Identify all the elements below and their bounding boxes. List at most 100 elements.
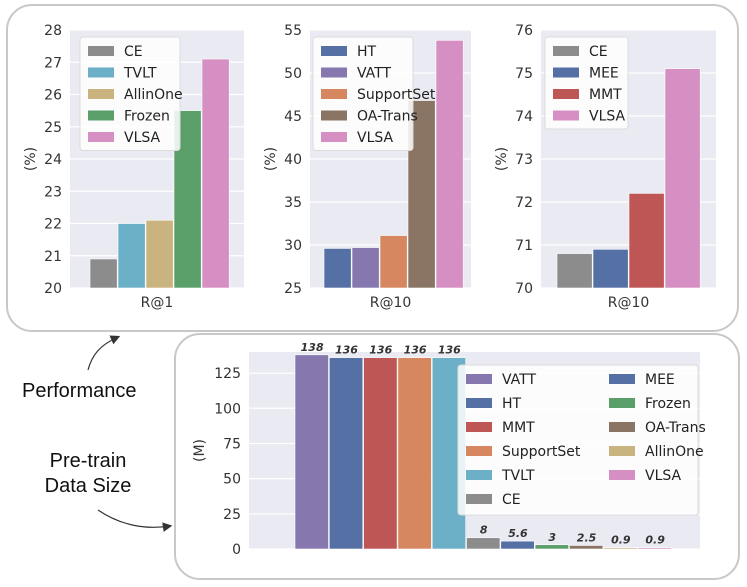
data-label: 3 xyxy=(548,531,556,544)
legend-swatch xyxy=(609,374,635,384)
legend-entry: CE xyxy=(124,44,143,60)
legend-swatch xyxy=(321,89,347,99)
bar-mee xyxy=(500,540,535,550)
legend-swatch xyxy=(88,89,114,99)
y-tick-label: 22 xyxy=(44,217,62,233)
data-label: 8 xyxy=(480,524,488,537)
bar-mee xyxy=(592,249,629,289)
data-label: 138 xyxy=(301,341,324,354)
chart-r10b: 70 71 72 73 74 75 76 (%) R@10 CE MEE MMT VLSA xyxy=(494,23,716,311)
data-label: 136 xyxy=(438,344,461,357)
legend-entry: SupportSet xyxy=(502,444,581,460)
y-tick-label: 23 xyxy=(44,184,62,200)
y-tick-label: 73 xyxy=(515,152,533,168)
y-tick-label: 28 xyxy=(44,23,62,39)
y-tick-label: 76 xyxy=(515,23,533,39)
legend-swatch xyxy=(466,470,492,480)
x-axis-label: R@10 xyxy=(370,295,412,311)
y-axis-label: (M) xyxy=(192,439,208,462)
y-axis-label: (%) xyxy=(263,147,279,171)
y-tick-label: 75 xyxy=(515,66,533,82)
bar-vlsa xyxy=(664,68,701,289)
pretrain-label-line1: Pre-train xyxy=(49,450,127,472)
bar-supportset xyxy=(397,357,432,550)
chart-datasize: 0 25 50 75 100 125 (M) 138 136 136 136 136 8 5.6 3 2.5 0… xyxy=(192,341,706,558)
y-tick-label: 71 xyxy=(515,238,533,254)
data-label: 136 xyxy=(335,344,358,357)
y-tick-label: 25 xyxy=(44,120,62,136)
y-tick-label: 74 xyxy=(515,109,533,125)
legend-entry: OA-Trans xyxy=(645,420,706,436)
legend-entry: SupportSet xyxy=(357,87,436,103)
legend-entry: TVLT xyxy=(123,66,157,82)
legend-entry: MEE xyxy=(589,66,619,82)
legend-entry: VLSA xyxy=(124,130,161,146)
legend-entry: VATT xyxy=(357,66,391,82)
legend-swatch xyxy=(321,46,347,56)
legend-entry: MMT xyxy=(502,420,535,436)
legend-swatch xyxy=(466,374,492,384)
legend-box xyxy=(457,364,699,516)
legend-swatch xyxy=(553,67,579,78)
bar-oa-trans xyxy=(569,545,604,550)
bar-mmt xyxy=(363,357,398,550)
bar-tvlt xyxy=(117,223,146,289)
legend-entry: HT xyxy=(357,44,377,60)
bar-mmt xyxy=(628,193,665,289)
bar-vlsa xyxy=(637,547,672,550)
y-tick-label: 27 xyxy=(44,55,62,71)
pretrain-label: Pre-train Data Size xyxy=(40,449,136,499)
legend-entry: HT xyxy=(502,396,522,412)
legend-box xyxy=(544,36,629,130)
legend-entry: Frozen xyxy=(645,396,691,412)
bar-ht xyxy=(323,248,352,289)
legend-box xyxy=(79,36,181,151)
legend-swatch xyxy=(609,422,635,432)
data-label: 0.9 xyxy=(645,534,665,547)
legend-box xyxy=(312,36,414,151)
performance-label: Performance xyxy=(22,380,137,402)
legend-swatch xyxy=(609,470,635,480)
legend-swatch xyxy=(321,110,347,121)
y-tick-label: 20 xyxy=(44,281,62,297)
legend-swatch xyxy=(321,67,347,78)
y-tick-label: 21 xyxy=(44,249,62,265)
legend-entry: VLSA xyxy=(589,109,626,125)
y-tick-label: 30 xyxy=(284,238,302,254)
y-axis-label: (%) xyxy=(494,147,510,171)
legend-swatch xyxy=(466,494,492,504)
legend-swatch xyxy=(609,446,635,456)
bar-frozen xyxy=(534,544,569,550)
y-axis-label: (%) xyxy=(23,147,39,171)
x-axis-label: R@10 xyxy=(608,295,650,311)
legend-swatch xyxy=(88,67,114,78)
data-label: 136 xyxy=(404,344,427,357)
y-tick-label: 35 xyxy=(284,195,302,211)
data-label: 0.9 xyxy=(611,534,631,547)
legend-entry: Frozen xyxy=(124,109,170,125)
data-label: 5.6 xyxy=(508,527,528,540)
legend-entry: VLSA xyxy=(645,468,682,484)
y-tick-label: 50 xyxy=(223,472,241,488)
legend-entry: CE xyxy=(589,44,608,60)
y-tick-label: 75 xyxy=(223,436,241,452)
y-tick-label: 26 xyxy=(44,88,62,104)
data-label: 2.5 xyxy=(577,531,597,544)
legend-entry: TVLT xyxy=(501,468,535,484)
legend-entry: OA-Trans xyxy=(357,109,418,125)
legend-swatch xyxy=(553,89,579,99)
y-tick-label: 100 xyxy=(214,401,241,417)
bar-ce xyxy=(556,253,593,289)
y-tick-label: 70 xyxy=(515,281,533,297)
y-tick-label: 55 xyxy=(284,23,302,39)
legend-swatch xyxy=(321,132,347,142)
y-tick-label: 40 xyxy=(284,152,302,168)
bar-ce xyxy=(89,258,118,289)
legend-swatch xyxy=(553,110,579,121)
datasize-arrow xyxy=(97,509,173,532)
performance-arrow xyxy=(87,335,121,371)
legend-swatch xyxy=(466,446,492,456)
legend-entry: VATT xyxy=(502,372,536,388)
y-tick-label: 24 xyxy=(44,152,62,168)
